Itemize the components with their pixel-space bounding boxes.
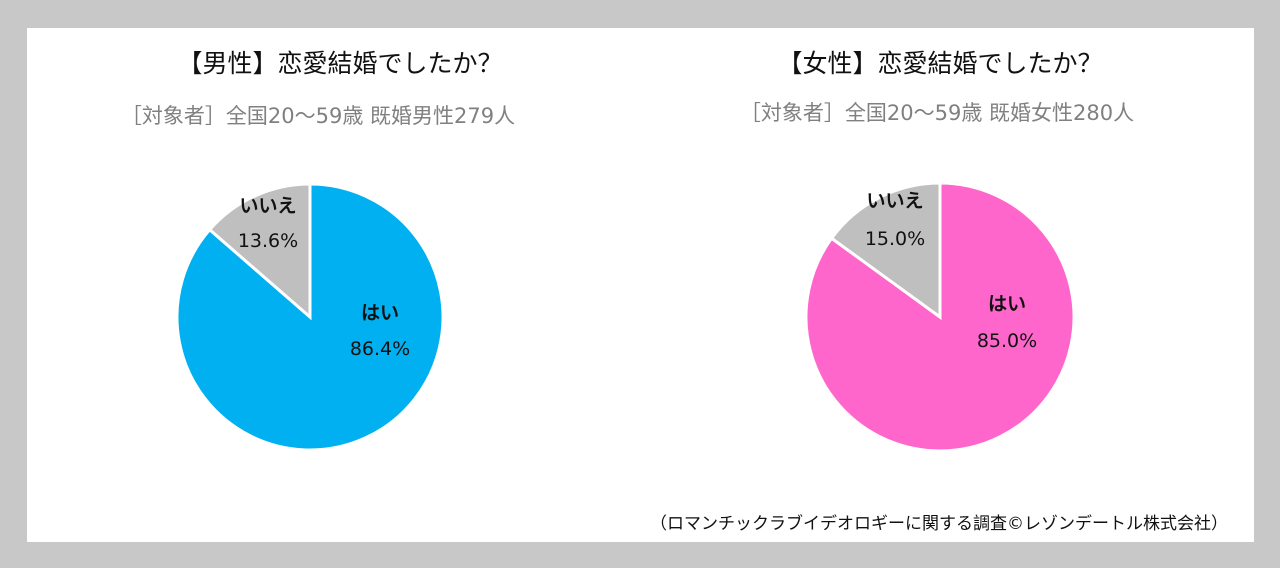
source-footer: （ロマンチックラブイデオロギーに関する調査©レゾンデートル株式会社） xyxy=(650,514,1228,534)
female-slice-label-0: はい xyxy=(988,293,1026,315)
female-slice-value-0: 85.0% xyxy=(977,330,1037,352)
male-slice-value-1: 13.6% xyxy=(238,230,298,252)
female-chart-subtitle: ［対象者］全国20〜59歳 既婚女性280人 xyxy=(739,101,1135,125)
male-slice-label-0: はい xyxy=(361,302,399,324)
male-slice-label-1: いいえ xyxy=(239,195,296,217)
male-pie-slice-1 xyxy=(207,182,312,321)
male-chart-subtitle: ［対象者］全国20〜59歳 既婚男性279人 xyxy=(120,104,516,128)
female-slice-label-1: いいえ xyxy=(866,190,923,212)
male-slice-value-0: 86.4% xyxy=(350,338,410,360)
female-pie-slice-1 xyxy=(829,181,942,320)
female-chart-title: 【女性】恋愛結婚でしたか？ xyxy=(777,49,1103,78)
female-slice-value-1: 15.0% xyxy=(865,228,925,250)
male-chart-title: 【男性】恋愛結婚でしたか？ xyxy=(177,49,503,78)
